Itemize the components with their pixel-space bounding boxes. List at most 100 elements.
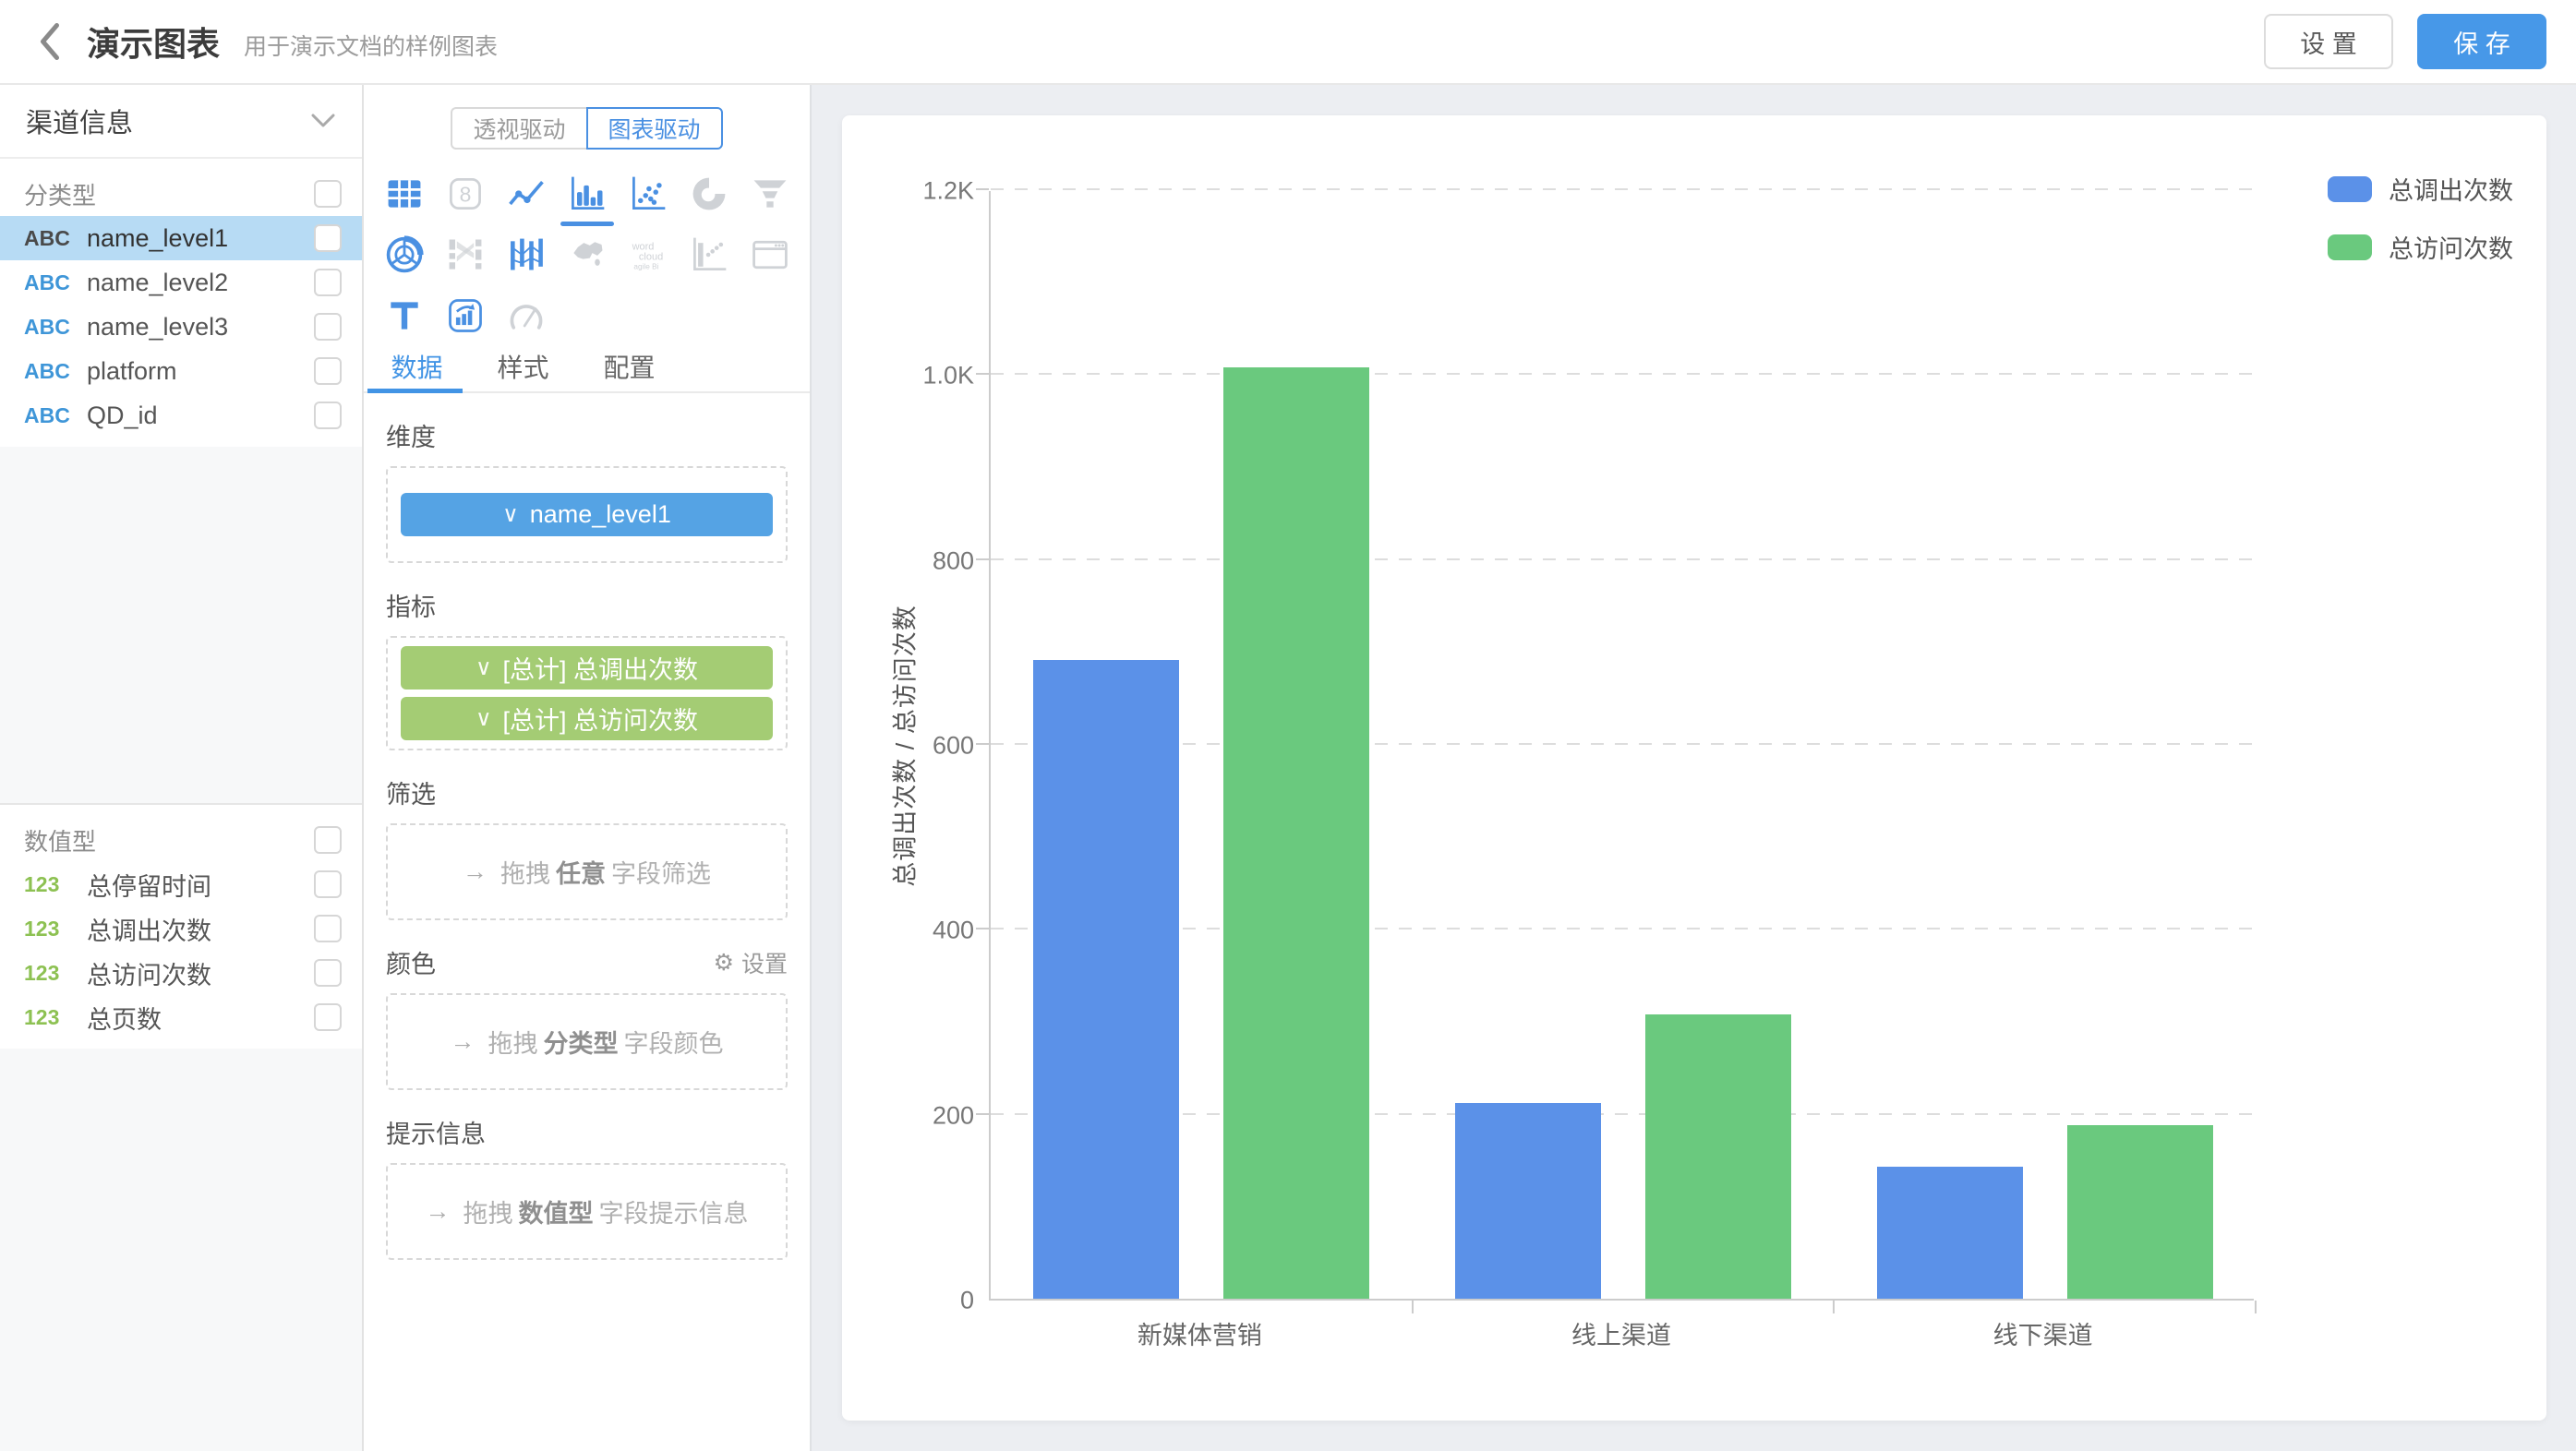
field-pill-[总计] 总调出次数[interactable]: ∨ [总计] 总调出次数	[401, 646, 773, 690]
field-pill-name_level1[interactable]: ∨ name_level1	[401, 493, 773, 536]
svg-text:cloud: cloud	[638, 252, 662, 263]
mode-tab-图表驱动[interactable]: 图表驱动	[585, 107, 723, 150]
color-section: 颜色 ⚙ 设置 → 拖拽 分类型 字段颜色	[386, 944, 788, 1090]
tooltip-section: 提示信息 → 拖拽 数值型 字段提示信息	[386, 1114, 788, 1260]
field-platform[interactable]: ABC platform	[0, 349, 362, 393]
dimension-dropzone[interactable]: ∨ name_level1	[386, 466, 788, 563]
filter-section: 筛选 → 拖拽 任意 字段筛选	[386, 774, 788, 920]
field-type-badge: 123	[24, 960, 60, 985]
y-tick-mark	[976, 743, 989, 745]
bar-总调出次数-线上渠道[interactable]	[1455, 1102, 1601, 1299]
field-name: 总调出次数	[87, 917, 211, 945]
bar-总访问次数-线下渠道[interactable]	[2066, 1124, 2213, 1299]
numeric-fields-block: 数值型 123 总停留时间 123 总调出次数 123 总访问次数 123 总页数	[0, 803, 362, 1049]
x-tick-mark	[1833, 1301, 1836, 1313]
legend-swatch	[2328, 234, 2372, 260]
chart-config-panel: 透视驱动 图表驱动 8 word cloud agile Bi 数据 样式 配置 维度 ∨ n…	[364, 85, 812, 1451]
drag-arrow-icon: →	[450, 1027, 475, 1055]
color-settings-button[interactable]: ⚙ 设置	[713, 949, 788, 977]
save-button[interactable]: 保 存	[2417, 14, 2546, 69]
chart-type-waterfall-icon[interactable]	[689, 234, 729, 275]
field-name_level2[interactable]: ABC name_level2	[0, 260, 362, 305]
settings-button[interactable]: 设 置	[2264, 14, 2393, 69]
chart-type-scorecard-icon[interactable]: 8	[445, 174, 486, 214]
chart-type-funnel-icon[interactable]	[750, 174, 790, 214]
field-checkbox[interactable]	[314, 402, 342, 429]
field-name_level3[interactable]: ABC name_level3	[0, 305, 362, 349]
chart-type-iframe-icon[interactable]	[750, 234, 790, 275]
y-tick-mark	[976, 373, 989, 376]
field-type-badge: ABC	[24, 402, 70, 427]
drag-arrow-icon: →	[425, 1197, 451, 1225]
field-总页数[interactable]: 123 总页数	[0, 995, 362, 1039]
categorical-section-row: 分类型	[0, 172, 362, 216]
field-总访问次数[interactable]: 123 总访问次数	[0, 951, 362, 995]
chart-type-text-icon[interactable]	[384, 295, 425, 336]
color-dropzone[interactable]: → 拖拽 分类型 字段颜色	[386, 993, 788, 1090]
back-button[interactable]	[30, 14, 70, 69]
chart-type-grid: 8 word cloud agile Bi	[386, 174, 788, 336]
chart-type-wordcloud-icon[interactable]: word cloud agile Bi	[628, 234, 668, 275]
chart-type-parallel-icon[interactable]	[506, 234, 547, 275]
tooltip-dropzone[interactable]: → 拖拽 数值型 字段提示信息	[386, 1163, 788, 1260]
categorical-fields-block: 分类型 ABC name_level1 ABC name_level2 ABC name_…	[0, 159, 362, 447]
chart-type-map-icon[interactable]	[567, 234, 608, 275]
chart-canvas-area: 总调出次数 总访问次数 总调出次数 / 总访问次数 0 200 400 600 800 1.…	[812, 85, 2576, 1451]
field-type-badge: ABC	[24, 270, 70, 294]
categorical-select-all-checkbox[interactable]	[314, 180, 342, 208]
field-name_level1[interactable]: ABC name_level1	[0, 216, 362, 260]
chart-type-scatter-icon[interactable]	[628, 174, 668, 214]
numeric-section-label: 数值型	[24, 827, 97, 856]
legend-label: 总调出次数	[2389, 177, 2513, 205]
legend-label: 总访问次数	[2389, 235, 2513, 263]
chart-type-sankey-icon[interactable]	[445, 234, 486, 275]
header: 演示图表 用于演示文档的样例图表 设 置 保 存	[0, 0, 2576, 85]
y-tick-label: 0	[959, 1286, 974, 1314]
bar-总调出次数-线下渠道[interactable]	[1876, 1166, 2023, 1299]
numeric-select-all-checkbox[interactable]	[314, 826, 342, 854]
dataset-name: 渠道信息	[26, 109, 134, 138]
field-type-badge: ABC	[24, 225, 70, 250]
mode-tab-透视驱动[interactable]: 透视驱动	[451, 107, 586, 150]
dataset-selector[interactable]: 渠道信息	[0, 85, 362, 159]
bar-总调出次数-新媒体营销[interactable]	[1033, 659, 1180, 1299]
field-总调出次数[interactable]: 123 总调出次数	[0, 906, 362, 951]
tab-配置[interactable]: 配置	[603, 354, 656, 382]
chart-type-bar-icon[interactable]	[560, 174, 614, 226]
field-checkbox[interactable]	[314, 959, 342, 987]
field-name: 总页数	[87, 1005, 162, 1034]
bar-总访问次数-新媒体营销[interactable]	[1223, 367, 1370, 1299]
field-checkbox[interactable]	[314, 357, 342, 385]
metric-dropzone[interactable]: ∨ [总计] 总调出次数 ∨ [总计] 总访问次数	[386, 636, 788, 750]
field-checkbox[interactable]	[314, 313, 342, 341]
chart-type-line-icon[interactable]	[506, 174, 547, 214]
filter-dropzone[interactable]: → 拖拽 任意 字段筛选	[386, 823, 788, 920]
field-QD_id[interactable]: ABC QD_id	[0, 393, 362, 438]
field-checkbox[interactable]	[314, 915, 342, 942]
tab-样式[interactable]: 样式	[497, 354, 549, 382]
bar-总访问次数-线上渠道[interactable]	[1645, 1013, 1791, 1299]
chart-type-pie-icon[interactable]	[689, 174, 729, 214]
chart-type-gauge-icon[interactable]	[506, 295, 547, 336]
field-checkbox[interactable]	[314, 269, 342, 296]
chart-type-table-icon[interactable]	[384, 174, 425, 214]
field-checkbox[interactable]	[314, 870, 342, 898]
field-type-badge: 123	[24, 871, 60, 896]
legend-item-总调出次数[interactable]: 总调出次数	[2328, 171, 2513, 207]
x-axis-label-线上渠道: 线上渠道	[1571, 1322, 1671, 1349]
legend-item-总访问次数[interactable]: 总访问次数	[2328, 229, 2513, 265]
plot-area	[976, 188, 2257, 1313]
field-type-badge: 123	[24, 1004, 60, 1029]
field-checkbox[interactable]	[314, 1003, 342, 1031]
gridline	[991, 188, 2254, 190]
y-tick-label: 600	[932, 731, 974, 760]
field-pill-[总计] 总访问次数[interactable]: ∨ [总计] 总访问次数	[401, 697, 773, 740]
color-section-label: 颜色 ⚙ 设置	[386, 944, 788, 980]
field-checkbox[interactable]	[314, 224, 342, 252]
field-type-badge: ABC	[24, 314, 70, 339]
chart-type-radar-icon[interactable]	[384, 234, 425, 275]
metric-section-label: 指标	[386, 594, 436, 621]
field-总停留时间[interactable]: 123 总停留时间	[0, 862, 362, 906]
tab-数据[interactable]: 数据	[364, 343, 470, 393]
chart-type-richtext-icon[interactable]	[445, 295, 486, 336]
